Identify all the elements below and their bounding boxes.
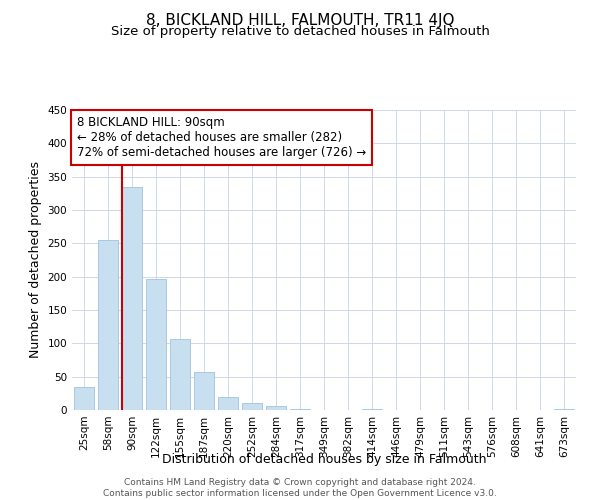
Y-axis label: Number of detached properties: Number of detached properties	[29, 162, 42, 358]
Bar	[266, 406, 286, 410]
Text: Distribution of detached houses by size in Falmouth: Distribution of detached houses by size …	[162, 454, 486, 466]
Bar	[242, 402, 262, 410]
Text: Size of property relative to detached houses in Falmouth: Size of property relative to detached ho…	[110, 25, 490, 38]
Bar	[194, 372, 214, 410]
Text: 8 BICKLAND HILL: 90sqm
← 28% of detached houses are smaller (282)
72% of semi-de: 8 BICKLAND HILL: 90sqm ← 28% of detached…	[77, 116, 366, 159]
Text: 8, BICKLAND HILL, FALMOUTH, TR11 4JQ: 8, BICKLAND HILL, FALMOUTH, TR11 4JQ	[146, 12, 454, 28]
Bar	[290, 408, 310, 410]
Bar	[98, 240, 118, 410]
Bar	[170, 340, 190, 410]
Bar	[74, 386, 94, 410]
Bar	[218, 396, 238, 410]
Text: Contains HM Land Registry data © Crown copyright and database right 2024.
Contai: Contains HM Land Registry data © Crown c…	[103, 478, 497, 498]
Bar	[554, 408, 574, 410]
Bar	[122, 186, 142, 410]
Bar	[146, 280, 166, 410]
